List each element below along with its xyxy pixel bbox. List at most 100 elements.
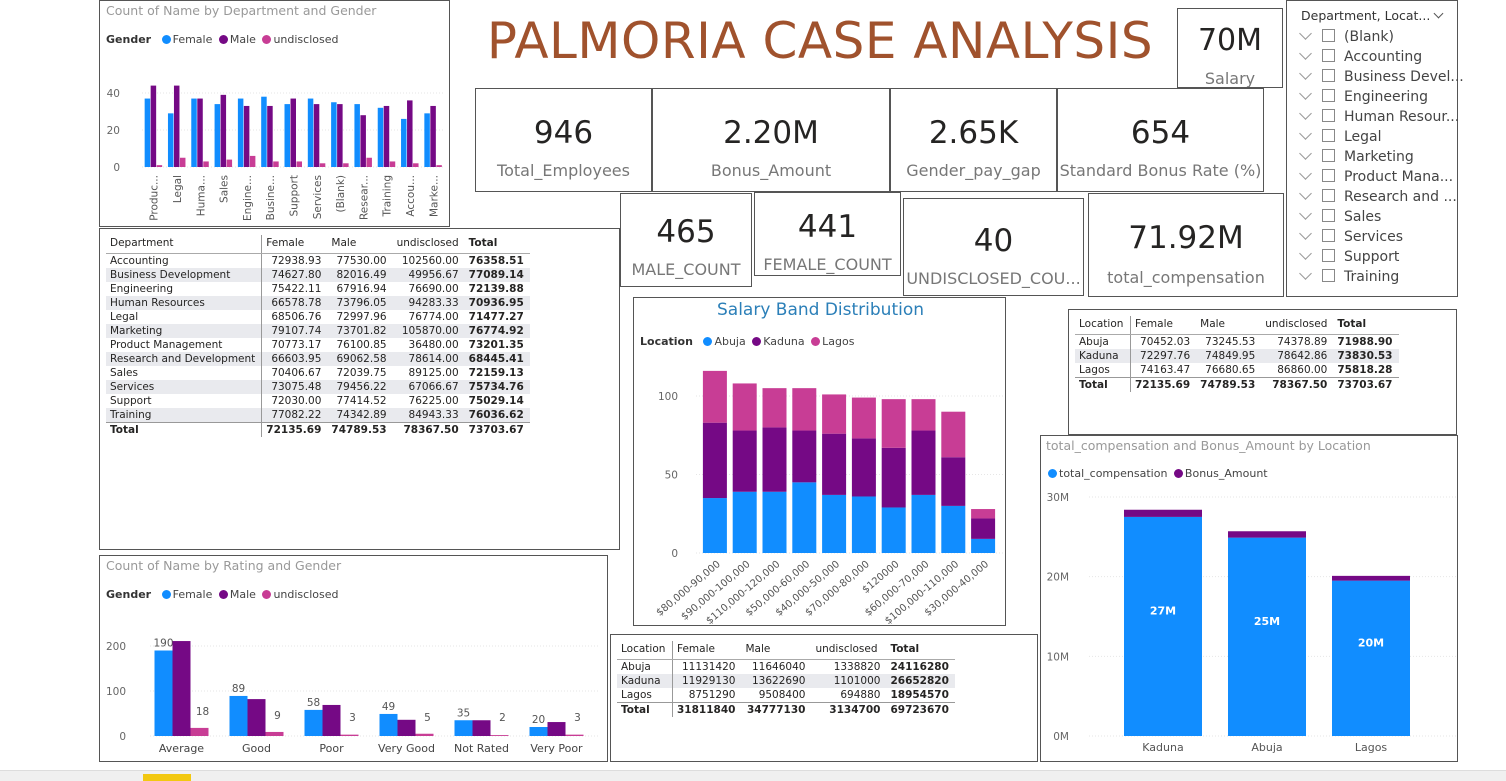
table-header[interactable]: Female (1130, 316, 1197, 335)
salary-card[interactable]: 70M Salary (1177, 8, 1283, 88)
table-header[interactable]: undisclosed (392, 235, 465, 254)
table-header[interactable]: undisclosed (1261, 316, 1334, 335)
gender-pay-gap-card[interactable]: 2.65K Gender_pay_gap (890, 88, 1057, 192)
dept-gender-legend[interactable]: Gender Female Male undisclosed (106, 33, 338, 46)
table-header[interactable]: undisclosed (811, 641, 887, 660)
location-salary-table-panel[interactable]: Location Female Male undisclosed Total Abuja 7… (1068, 309, 1457, 435)
slicer-checkbox[interactable] (1322, 49, 1335, 62)
table-header[interactable]: Total (1333, 316, 1399, 335)
table-row[interactable]: Abuja 70452.03 73245.53 74378.89 71988.90 (1075, 334, 1399, 349)
slicer-checkbox[interactable] (1322, 109, 1335, 122)
table-header[interactable]: Location (1075, 316, 1131, 335)
slicer-item[interactable]: Accounting (1299, 47, 1422, 69)
table-header[interactable]: Female (672, 641, 742, 660)
table-row[interactable]: Lagos 8751290 9508400 694880 18954570 (617, 688, 955, 703)
location-legend[interactable]: Location Abuja Kaduna Lagos (640, 335, 854, 348)
table-row[interactable]: Research and Development 66603.95 69062.58… (106, 352, 530, 366)
expand-chevron-icon[interactable] (1299, 227, 1312, 240)
slicer-item[interactable]: Marketing (1299, 147, 1414, 169)
table-row[interactable]: Kaduna 72297.76 74849.95 78642.86 73830.53 (1075, 349, 1399, 363)
table-header[interactable]: Male (1196, 316, 1262, 335)
slicer-checkbox[interactable] (1322, 149, 1335, 162)
active-page-tab[interactable] (143, 774, 191, 781)
table-total-row[interactable]: Total 31811840 34777130 3134700 69723670 (617, 702, 955, 717)
undisclosed-count-card[interactable]: 40 UNDISCLOSED_COU... (903, 198, 1084, 296)
table-row[interactable]: Marketing 79107.74 73701.82 105870.00 76774.… (106, 324, 530, 338)
table-header[interactable]: Location (617, 641, 673, 660)
table-row[interactable]: Business Development 74627.80 82016.49 4995… (106, 268, 530, 282)
expand-chevron-icon[interactable] (1299, 187, 1312, 200)
slicer-checkbox[interactable] (1322, 89, 1335, 102)
slicer-checkbox[interactable] (1322, 209, 1335, 222)
slicer-item[interactable]: Research and ... (1299, 187, 1457, 209)
slicer-item[interactable]: Business Devel... (1299, 67, 1464, 89)
slicer-checkbox[interactable] (1322, 189, 1335, 202)
slicer-item[interactable]: Product Mana... (1299, 167, 1453, 189)
dept-gender-chart-panel[interactable]: Count of Name by Department and Gender G… (99, 0, 450, 227)
expand-chevron-icon[interactable] (1299, 47, 1312, 60)
table-total-row[interactable]: Total 72135.69 74789.53 78367.50 73703.67 (1075, 377, 1399, 392)
slicer-item[interactable]: Support (1299, 247, 1399, 269)
table-header[interactable]: Male (327, 235, 393, 254)
salary-band-chart-panel[interactable]: Salary Band Distribution Location Abuja … (633, 297, 1006, 627)
expand-chevron-icon[interactable] (1299, 27, 1312, 40)
expand-chevron-icon[interactable] (1299, 147, 1312, 160)
expand-chevron-icon[interactable] (1299, 87, 1312, 100)
expand-chevron-icon[interactable] (1299, 207, 1312, 220)
table-row[interactable]: Support 72030.00 77414.52 76225.00 75029.14 (106, 394, 530, 408)
compensation-legend[interactable]: total_compensation Bonus_Amount (1045, 467, 1268, 480)
table-row[interactable]: Training 77082.22 74342.89 84943.33 76036.62 (106, 408, 530, 423)
location-bonus-table-panel[interactable]: Location Female Male undisclosed Total Abuja 1… (610, 634, 1038, 762)
department-salary-table-panel[interactable]: Department Female Male undisclosed Total Acco… (99, 228, 620, 550)
table-header[interactable]: Total (886, 641, 955, 660)
expand-chevron-icon[interactable] (1299, 127, 1312, 140)
table-row[interactable]: Sales 70406.67 72039.75 89125.00 72159.13 (106, 366, 530, 380)
slicer-checkbox[interactable] (1322, 29, 1335, 42)
slicer-item[interactable]: (Blank) (1299, 27, 1394, 49)
table-row[interactable]: Legal 68506.76 72997.96 76774.00 71477.27 (106, 310, 530, 324)
table-header[interactable]: Department (106, 235, 263, 254)
table-total-row[interactable]: Total 72135.69 74789.53 78367.50 73703.67 (106, 422, 530, 437)
bonus-rate-card[interactable]: 654 Standard Bonus Rate (%) (1057, 88, 1264, 192)
female-count-card[interactable]: 441 FEMALE_COUNT (754, 192, 901, 276)
bonus-amount-card[interactable]: 2.20M Bonus_Amount (652, 88, 890, 192)
bar-female (154, 650, 173, 736)
slicer-dropdown-chevron-icon[interactable] (1433, 8, 1444, 19)
slicer-item[interactable]: Training (1299, 267, 1399, 289)
table-header[interactable]: Total (464, 235, 530, 254)
table-row[interactable]: Product Management 70773.17 76100.85 36480.… (106, 338, 530, 352)
slicer-item[interactable]: Services (1299, 227, 1403, 249)
expand-chevron-icon[interactable] (1299, 107, 1312, 120)
slicer-checkbox[interactable] (1322, 69, 1335, 82)
slicer-checkbox[interactable] (1322, 129, 1335, 142)
table-row[interactable]: Engineering 75422.11 67916.94 76690.00 72139… (106, 282, 530, 296)
expand-chevron-icon[interactable] (1299, 267, 1312, 280)
table-row[interactable]: Human Resources 66578.78 73796.05 94283.33 7… (106, 296, 530, 310)
slicer-item[interactable]: Engineering (1299, 87, 1428, 109)
table-row[interactable]: Abuja 11131420 11646040 1338820 24116280 (617, 659, 955, 674)
expand-chevron-icon[interactable] (1299, 167, 1312, 180)
total-compensation-card[interactable]: 71.92M total_compensation (1088, 193, 1284, 297)
table-row[interactable]: Accounting 72938.93 77530.00 102560.00 76358… (106, 253, 530, 268)
expand-chevron-icon[interactable] (1299, 67, 1312, 80)
slicer-checkbox[interactable] (1322, 269, 1335, 282)
rating-gender-chart-panel[interactable]: Count of Name by Rating and Gender Gende… (99, 555, 608, 762)
male-count-card[interactable]: 465 MALE_COUNT (620, 193, 752, 287)
table-row[interactable]: Lagos 74163.47 76680.65 86860.00 75818.28 (1075, 363, 1399, 378)
expand-chevron-icon[interactable] (1299, 247, 1312, 260)
slicer-item[interactable]: Human Resour... (1299, 107, 1459, 129)
table-row[interactable]: Services 73075.48 79456.22 67066.67 75734.76 (106, 380, 530, 394)
table-header[interactable]: Female (261, 235, 328, 254)
rating-gender-legend[interactable]: Gender Female Male undisclosed (106, 588, 338, 601)
slicer-checkbox[interactable] (1322, 169, 1335, 182)
table-header[interactable]: Male (741, 641, 812, 660)
department-location-slicer[interactable]: Department, Locat... (Blank) Accounting Bu… (1286, 0, 1464, 297)
bar-abuja (702, 498, 727, 553)
slicer-item[interactable]: Legal (1299, 127, 1382, 149)
total-employees-card[interactable]: 946 Total_Employees (475, 88, 652, 192)
slicer-item[interactable]: Sales (1299, 207, 1381, 229)
compensation-chart-panel[interactable]: total_compensation and Bonus_Amount by L… (1040, 435, 1458, 762)
slicer-checkbox[interactable] (1322, 249, 1335, 262)
slicer-checkbox[interactable] (1322, 229, 1335, 242)
table-row[interactable]: Kaduna 11929130 13622690 1101000 26652820 (617, 674, 955, 688)
